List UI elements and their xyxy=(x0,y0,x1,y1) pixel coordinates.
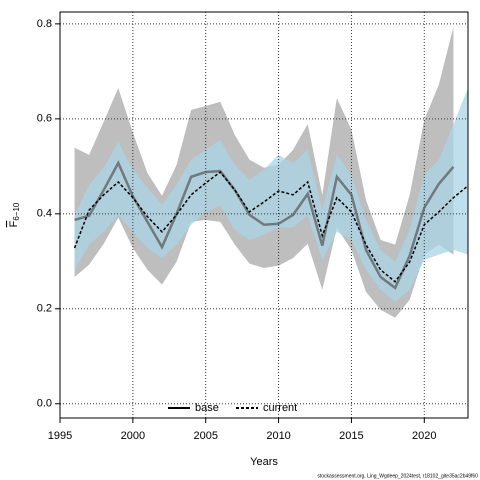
y-axis-subscript: 6−10 xyxy=(12,202,21,221)
y-tick-label: 0.0 xyxy=(37,398,52,410)
footnote: stockassessment.org, Ling_Wgdeep_2024tes… xyxy=(317,473,478,479)
y-axis-label: F6−10 xyxy=(8,202,21,227)
y-tick-label: 0.8 xyxy=(37,18,52,30)
y-axis-symbol: F xyxy=(8,220,20,227)
x-tick-label: 2000 xyxy=(121,430,145,442)
x-tick-label: 2015 xyxy=(339,430,363,442)
x-axis-label: Years xyxy=(250,456,278,468)
x-tick-label: 1995 xyxy=(48,430,72,442)
y-tick-label: 0.2 xyxy=(37,303,52,315)
confidence-band xyxy=(74,87,469,302)
y-tick-label: 0.4 xyxy=(37,208,52,220)
x-tick-label: 2020 xyxy=(412,430,436,442)
x-tick-label: 2010 xyxy=(266,430,290,442)
plot-frame xyxy=(59,11,469,419)
legend-label: base xyxy=(195,402,219,414)
legend-label: current xyxy=(263,402,297,414)
x-tick-label: 2005 xyxy=(193,430,217,442)
series-line xyxy=(73,170,469,283)
y-tick-label: 0.6 xyxy=(37,113,52,125)
